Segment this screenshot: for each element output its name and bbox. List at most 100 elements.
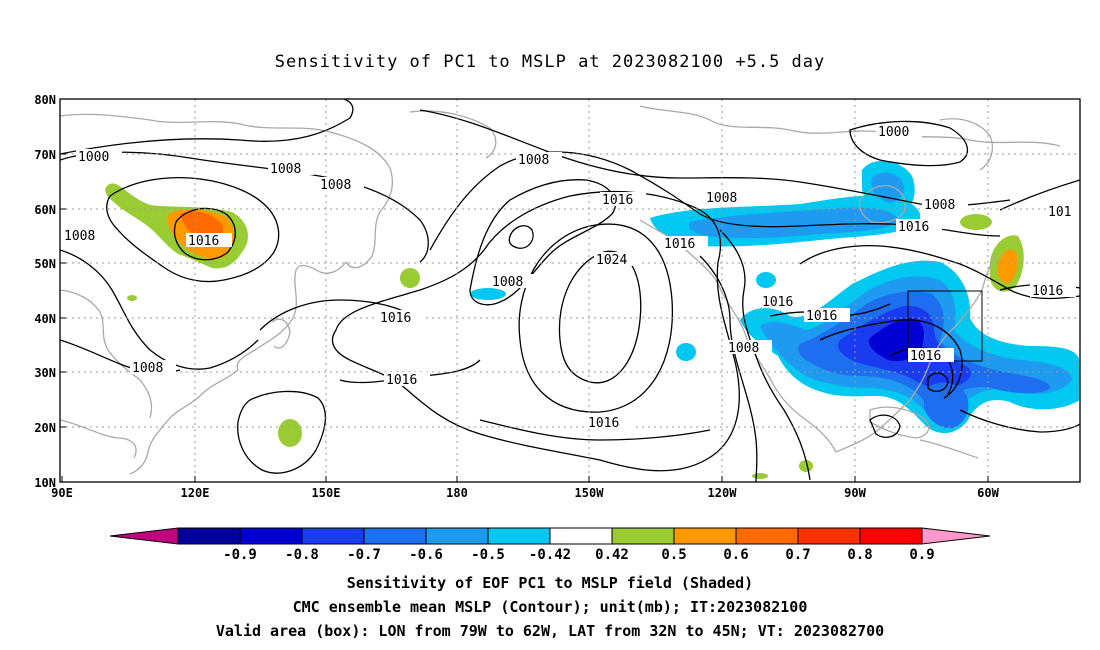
svg-text:1016: 1016 bbox=[602, 193, 633, 208]
contour-gulf-low bbox=[869, 414, 901, 438]
contour-1008-pacific-low bbox=[469, 179, 617, 306]
colorbar-swatch bbox=[425, 527, 489, 545]
colorbar-label: 0.5 bbox=[661, 547, 686, 563]
contour-label: 101 bbox=[1046, 204, 1080, 220]
svg-text:1008: 1008 bbox=[320, 178, 351, 193]
contour-label: 1008 bbox=[516, 152, 562, 168]
lat-tick-label: 70N bbox=[34, 148, 56, 162]
footer-line-2: CMC ensemble mean MSLP (Contour); unit(m… bbox=[293, 598, 808, 616]
contour-label: 1016 bbox=[186, 233, 232, 249]
footer-line-3: Valid area (box): LON from 79W to 62W, L… bbox=[216, 622, 884, 640]
positive-spot-small-2 bbox=[799, 460, 813, 472]
colorbar-swatch bbox=[549, 527, 613, 545]
contour-label: 1008 bbox=[130, 360, 176, 376]
contour-label: 1008 bbox=[62, 228, 108, 244]
positive-region-atlantic-core bbox=[997, 249, 1018, 284]
svg-text:1016: 1016 bbox=[588, 416, 619, 431]
negative-region-hudson-core bbox=[871, 172, 904, 203]
svg-text:1016: 1016 bbox=[380, 311, 411, 326]
contour-1000-arctic bbox=[60, 99, 354, 155]
contour-label: 1008 bbox=[490, 274, 536, 290]
svg-text:1008: 1008 bbox=[706, 191, 737, 206]
svg-text:1016: 1016 bbox=[762, 295, 793, 310]
lat-tick-label: 10N bbox=[34, 476, 56, 490]
contour-1016-se bbox=[479, 419, 711, 441]
contour-label: 1008 bbox=[704, 190, 750, 206]
footer-line-1: Sensitivity of EOF PC1 to MSLP field (Sh… bbox=[347, 574, 753, 592]
positive-spot-greenland bbox=[960, 214, 992, 230]
colorbar-swatch bbox=[797, 527, 861, 545]
colorbar-swatch bbox=[177, 527, 241, 545]
colorbar-swatch bbox=[363, 527, 427, 545]
contour-label: 1016 bbox=[586, 415, 632, 431]
negative-spot-west bbox=[756, 272, 776, 288]
svg-text:1016: 1016 bbox=[806, 309, 837, 324]
svg-text:1016: 1016 bbox=[664, 237, 695, 252]
svg-text:1008: 1008 bbox=[270, 162, 301, 177]
lat-axis: 80N 70N 60N 50N 40N 30N 20N 10N bbox=[34, 93, 56, 490]
lat-tick-label: 50N bbox=[34, 257, 56, 271]
colorbar-label: 0.42 bbox=[595, 547, 629, 563]
svg-text:1016: 1016 bbox=[1032, 284, 1063, 299]
contour-1016-pacific-outer bbox=[331, 190, 740, 472]
colorbar-label: -0.42 bbox=[529, 547, 571, 563]
lat-tick-label: 60N bbox=[34, 203, 56, 217]
contour-label: 1016 bbox=[600, 192, 646, 208]
colorbar-swatch bbox=[735, 527, 799, 545]
contour-label: 1016 bbox=[384, 372, 430, 388]
contour-1008-asia-south bbox=[60, 249, 259, 370]
contour-1016-atlantic bbox=[799, 244, 1080, 300]
svg-text:101: 101 bbox=[1048, 205, 1071, 220]
gridlines bbox=[60, 99, 1080, 482]
lon-tick-label: 150E bbox=[312, 486, 341, 500]
contour-label: 1016 bbox=[896, 219, 942, 235]
tick-marks bbox=[60, 98, 989, 483]
lon-tick-label: 180 bbox=[446, 486, 468, 500]
contour-1016-west-pacific bbox=[259, 299, 421, 331]
contour-1008-north bbox=[419, 109, 1011, 207]
colorbar-label: 0.9 bbox=[909, 547, 934, 563]
contour-label: 1008 bbox=[318, 177, 364, 193]
svg-text:1008: 1008 bbox=[132, 361, 163, 376]
svg-text:1016: 1016 bbox=[188, 234, 219, 249]
svg-text:1008: 1008 bbox=[924, 198, 955, 213]
negative-region-gulf bbox=[924, 382, 969, 429]
colorbar-max-arrow bbox=[921, 527, 991, 545]
colorbar-swatch bbox=[673, 527, 737, 545]
colorbar-labels: -0.9 -0.8 -0.7 -0.6 -0.5 -0.42 0.42 0.5 0.6 0.7 0.… bbox=[223, 547, 935, 563]
colorbar-swatch bbox=[611, 527, 675, 545]
svg-text:1024: 1024 bbox=[596, 253, 627, 268]
map-panel: 1000 1000 1008 1008 1008 1008 1008 1008 … bbox=[34, 93, 1081, 500]
contour-label: 1024 bbox=[594, 252, 640, 268]
lon-tick-label: 120W bbox=[708, 486, 738, 500]
contour-small-low bbox=[927, 372, 949, 393]
contour-label: 1008 bbox=[726, 340, 772, 356]
svg-text:1016: 1016 bbox=[386, 373, 417, 388]
colorbar-label: 0.6 bbox=[723, 547, 748, 563]
svg-text:1000: 1000 bbox=[878, 125, 909, 140]
lat-tick-label: 20N bbox=[34, 421, 56, 435]
colorbar-min-arrow bbox=[109, 527, 179, 545]
colorbar-label: -0.9 bbox=[223, 547, 257, 563]
lon-axis: 90E 120E 150E 180 150W 120W 90W 60W bbox=[51, 486, 999, 500]
positive-spot-pacific bbox=[400, 268, 420, 288]
colorbar-label: 0.7 bbox=[785, 547, 810, 563]
colorbar-label: -0.5 bbox=[471, 547, 505, 563]
contour-small-pacific bbox=[508, 225, 534, 249]
contour-label: 1016 bbox=[662, 236, 708, 252]
colorbar-swatch bbox=[239, 527, 303, 545]
svg-text:1008: 1008 bbox=[492, 275, 523, 290]
lon-tick-label: 90W bbox=[844, 486, 866, 500]
lat-tick-label: 80N bbox=[34, 93, 56, 107]
contour-label: 1000 bbox=[76, 149, 122, 165]
negative-region-canada-mid bbox=[688, 207, 898, 239]
contour-1016-americas bbox=[699, 255, 758, 482]
contour-label: 1000 bbox=[876, 124, 922, 140]
coastlines bbox=[60, 105, 1061, 475]
lat-tick-label: 30N bbox=[34, 366, 56, 380]
colorbar-swatch bbox=[859, 527, 923, 545]
contour-1008-asia-outer bbox=[60, 151, 429, 263]
lon-tick-label: 150W bbox=[575, 486, 605, 500]
positive-spot-small-1 bbox=[127, 295, 137, 301]
